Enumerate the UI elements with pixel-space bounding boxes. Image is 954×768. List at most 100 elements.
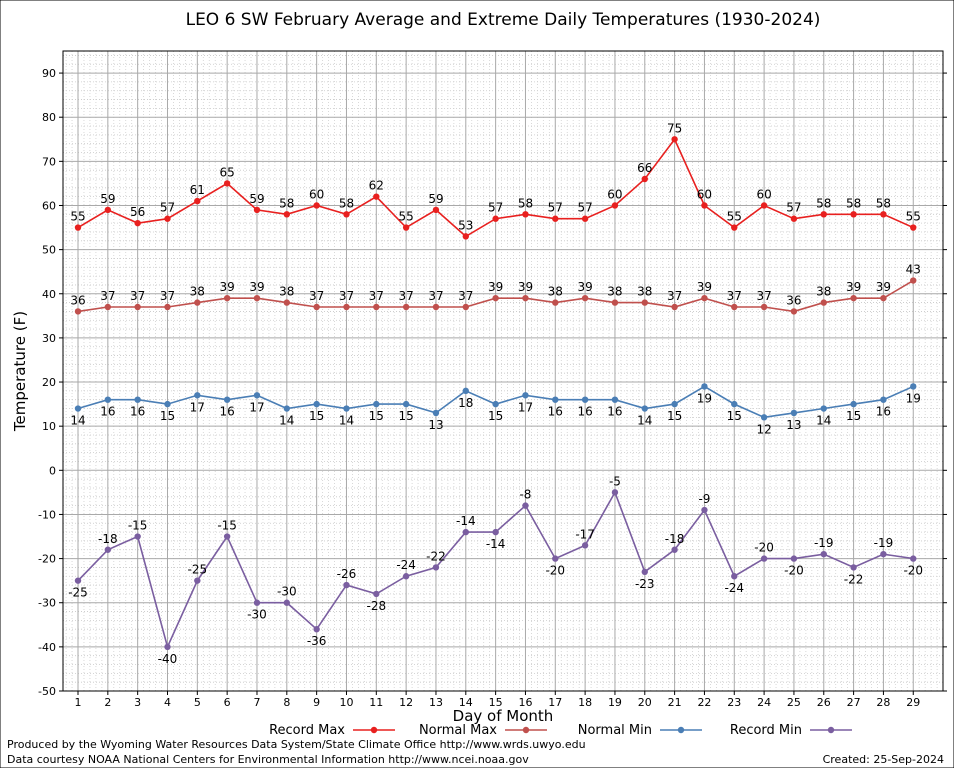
data-point — [581, 542, 589, 549]
x-tick-label: 11 — [369, 696, 383, 709]
data-point — [760, 414, 768, 421]
data-label: 62 — [369, 179, 384, 193]
x-tick-label: 22 — [697, 696, 711, 709]
data-point — [492, 215, 499, 222]
data-label: 56 — [130, 205, 145, 219]
x-tick-label: 24 — [757, 696, 771, 709]
data-point — [850, 400, 857, 408]
x-tick-label: 5 — [194, 696, 201, 709]
data-point — [820, 211, 827, 218]
data-label: 53 — [458, 218, 473, 232]
data-label: 39 — [220, 280, 235, 294]
legend-marker — [370, 726, 378, 734]
x-tick-label: 1 — [75, 696, 82, 709]
data-point — [701, 383, 708, 390]
data-point — [552, 555, 559, 562]
data-point — [462, 233, 469, 240]
data-label: 38 — [637, 285, 652, 299]
data-point — [432, 206, 440, 214]
data-point — [522, 502, 529, 509]
data-point — [910, 383, 917, 390]
data-label: 37 — [756, 289, 771, 303]
data-point — [283, 405, 291, 412]
data-label: 15 — [369, 409, 384, 423]
data-point — [462, 387, 469, 395]
y-tick-label: 30 — [42, 332, 56, 345]
data-point — [910, 224, 917, 231]
data-label: -24 — [396, 558, 416, 572]
data-point — [462, 528, 469, 536]
legend-item-normal-min: Normal Min — [578, 723, 702, 738]
data-point — [701, 506, 708, 514]
data-point — [880, 550, 887, 558]
data-point — [611, 489, 619, 496]
x-tick-label: 20 — [638, 696, 652, 709]
data-point — [641, 568, 648, 576]
data-point — [611, 396, 619, 403]
data-point — [223, 180, 231, 187]
data-label: 16 — [130, 405, 145, 419]
x-axis-ticks: 1 2 3 4 5 6 7 8 9 10 11 12 13 14 15 16 17 18 19 20 21 22 23 24 2… — [75, 691, 920, 709]
data-point — [313, 626, 320, 633]
data-label: 15 — [309, 409, 324, 423]
data-label: -18 — [665, 532, 685, 546]
data-point — [373, 590, 380, 598]
data-label: -20 — [545, 564, 565, 578]
x-tick-label: 23 — [727, 696, 741, 709]
data-point — [402, 303, 410, 311]
data-point — [552, 299, 559, 306]
y-tick-label: 70 — [42, 155, 56, 168]
data-label: 38 — [548, 285, 563, 299]
x-tick-label: 16 — [518, 696, 532, 709]
data-label: 57 — [786, 201, 801, 215]
data-label: 75 — [667, 121, 682, 135]
data-point — [194, 299, 201, 306]
data-point — [910, 555, 917, 562]
data-point — [701, 294, 708, 302]
data-point — [104, 303, 112, 311]
data-label: 37 — [309, 289, 324, 303]
data-point — [910, 277, 917, 284]
data-label: 13 — [786, 418, 801, 432]
data-label: 15 — [160, 409, 175, 423]
data-label: 17 — [518, 400, 533, 414]
data-point — [253, 599, 261, 606]
legend-item-record-min: Record Min — [730, 723, 852, 738]
data-label: 18 — [458, 396, 473, 410]
x-tick-label: 15 — [489, 696, 503, 709]
data-label: 12 — [756, 422, 771, 436]
data-point — [164, 303, 171, 311]
data-label: 17 — [190, 400, 205, 414]
data-label: 16 — [220, 405, 235, 419]
data-point — [760, 202, 768, 209]
y-tick-label: -50 — [38, 685, 56, 698]
data-point — [790, 409, 798, 417]
data-label: -14 — [456, 514, 476, 528]
data-label: 58 — [279, 196, 294, 210]
data-label: -8 — [519, 488, 531, 502]
data-label: 55 — [70, 210, 85, 224]
data-label: -30 — [277, 585, 297, 599]
data-label: -20 — [784, 564, 804, 578]
data-label: 66 — [637, 161, 652, 175]
data-label: 59 — [428, 192, 443, 206]
data-point — [164, 643, 171, 651]
data-label: 14 — [816, 414, 831, 428]
data-point — [790, 308, 798, 315]
data-label: -18 — [98, 532, 118, 546]
data-label: 36 — [786, 293, 801, 307]
data-point — [343, 303, 350, 311]
chart-title: LEO 6 SW February Average and Extreme Da… — [186, 10, 821, 30]
y-axis-ticks: -50 -40 -30 -20 -10 0 10 20 30 40 50 60 70 80 90 — [38, 67, 947, 698]
data-point — [283, 599, 291, 606]
legend-label: Record Min — [730, 723, 802, 738]
legend: Record Max Normal Max Normal Min Record Min — [269, 723, 852, 738]
data-label: 39 — [697, 280, 712, 294]
data-label: 19 — [906, 391, 921, 405]
data-point — [74, 577, 82, 584]
data-point — [432, 409, 440, 417]
x-tick-label: 10 — [339, 696, 353, 709]
data-label: 58 — [846, 196, 861, 210]
data-label: -36 — [307, 634, 327, 648]
